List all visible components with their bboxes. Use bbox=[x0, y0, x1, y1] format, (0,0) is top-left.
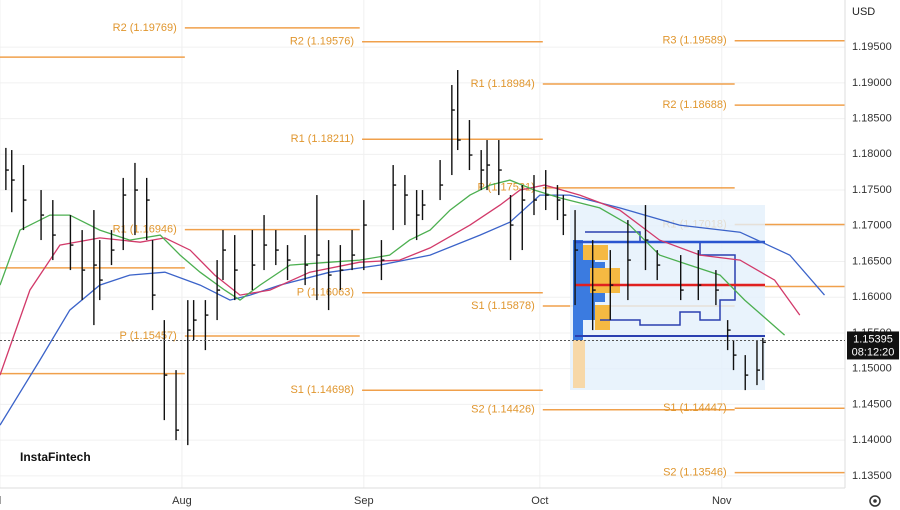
pivot-label: R3 (1.19589) bbox=[662, 35, 726, 47]
y-tick-label: 1.18500 bbox=[852, 113, 892, 125]
y-tick-label: 1.19000 bbox=[852, 77, 892, 89]
moving-average bbox=[0, 194, 825, 426]
y-tick-label: 1.14000 bbox=[852, 434, 892, 446]
pivot-label: P (1.16063) bbox=[297, 287, 354, 299]
pivot-label: S2 (1.14426) bbox=[471, 404, 535, 416]
y-tick-label: 1.18000 bbox=[852, 148, 892, 160]
price-axis-area bbox=[845, 0, 900, 510]
pivot-label: R2 (1.19576) bbox=[290, 36, 354, 48]
last-price-label: 1.15395 bbox=[853, 333, 893, 345]
x-tick-label: Aug bbox=[172, 495, 192, 507]
pivot-label: R1 (1.18984) bbox=[471, 78, 535, 90]
pivot-label: R2 (1.18688) bbox=[662, 99, 726, 111]
x-tick-label: Oct bbox=[531, 495, 548, 507]
profile-bar bbox=[583, 245, 608, 260]
volume-profile bbox=[570, 205, 765, 390]
moving-average bbox=[0, 179, 786, 336]
y-tick-label: 1.19500 bbox=[852, 41, 892, 53]
pivot-label: S1 (1.15878) bbox=[471, 300, 535, 312]
y-tick-label: 1.17500 bbox=[852, 184, 892, 196]
x-tick-label: Nov bbox=[712, 495, 732, 507]
profile-bar bbox=[573, 340, 585, 388]
pivot-label: S2 (1.13546) bbox=[663, 466, 727, 478]
y-tick-label: 1.13500 bbox=[852, 470, 892, 482]
y-tick-label: 1.15000 bbox=[852, 363, 892, 375]
gear-inner bbox=[873, 499, 877, 503]
pivot-label: P (1.15457) bbox=[120, 330, 177, 342]
gear-outer bbox=[869, 495, 881, 507]
x-tick-label: l bbox=[0, 495, 1, 507]
moving-averages bbox=[0, 179, 825, 426]
y-tick-label: 1.16500 bbox=[852, 255, 892, 267]
axes: 1.19500 1.19000 1.18500 1.18000 1.17500 1.170… bbox=[0, 41, 899, 507]
pivot-label: R1 (1.18211) bbox=[291, 133, 354, 145]
y-tick-label: 1.16000 bbox=[852, 291, 892, 303]
pivot-label: S1 (1.14698) bbox=[290, 384, 354, 396]
price-bars bbox=[5, 70, 766, 446]
logo: InstaFintech bbox=[20, 450, 91, 464]
last-price-box bbox=[847, 331, 899, 360]
profile-bar bbox=[595, 305, 610, 330]
x-tick-label: Sep bbox=[354, 495, 374, 507]
currency[interactable]: USD bbox=[852, 6, 875, 18]
profile-bar bbox=[590, 268, 620, 293]
pivot-label: R2 (1.19769) bbox=[113, 22, 177, 34]
pivot-label: R1 (1.16946) bbox=[113, 224, 177, 236]
pivot-label: S1 (1.14447) bbox=[663, 402, 727, 414]
settings-icon[interactable] bbox=[869, 495, 881, 507]
time-label: 08:12:20 bbox=[852, 346, 895, 358]
y-tick-label: 1.14500 bbox=[852, 398, 892, 410]
moving-average bbox=[0, 184, 801, 376]
profile-bar bbox=[573, 240, 583, 340]
y-tick-label: 1.17000 bbox=[852, 220, 892, 232]
